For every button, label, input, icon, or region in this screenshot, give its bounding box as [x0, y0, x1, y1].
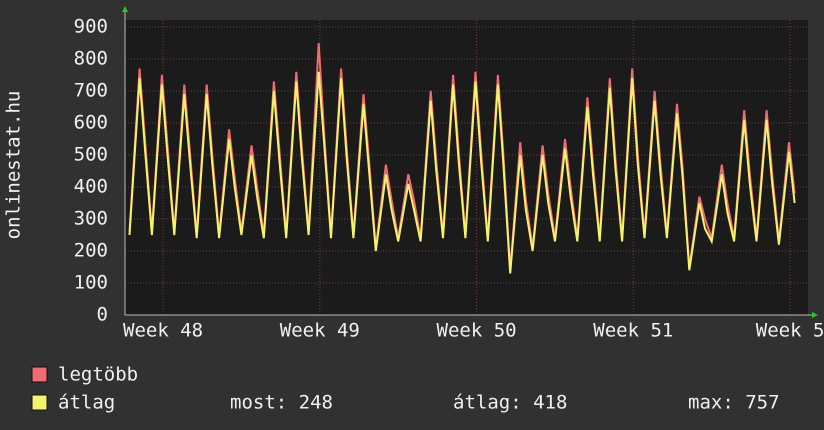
y-tick-label: 400	[74, 176, 108, 198]
lines	[128, 42, 796, 274]
x-tick-label: Week 49	[280, 320, 360, 342]
x-arrow	[812, 312, 818, 318]
series-line	[128, 71, 796, 274]
stat: max: 757	[688, 392, 780, 414]
x-tick-label: Week 48	[123, 320, 203, 342]
y-tick-label: 0	[97, 304, 108, 326]
legend-swatch	[31, 366, 48, 383]
stat: átlag: 418	[453, 392, 567, 414]
y-tick-label: 500	[74, 144, 108, 166]
y-tick-label: 700	[74, 80, 108, 102]
y-tick-label: 300	[74, 208, 108, 230]
legend-swatch	[31, 394, 48, 411]
x-tick-label: Week 51	[593, 320, 673, 342]
legend-label: átlag	[58, 392, 115, 414]
legend: legtöbb átlag most: 248 átlag: 418 max: 757	[31, 364, 780, 414]
stat: most: 248	[230, 392, 333, 414]
legend-label: legtöbb	[58, 364, 138, 386]
x-tick-label: Week 5	[756, 320, 824, 342]
x-tick-label: Week 50	[437, 320, 517, 342]
y-tick-label: 800	[74, 48, 108, 70]
y-tick-label: 600	[74, 112, 108, 134]
y-tick-label: 200	[74, 240, 108, 262]
y-axis-label: onlinestat.hu	[3, 91, 25, 240]
plot-area	[125, 20, 808, 315]
y-tick-label: 900	[74, 16, 108, 38]
y-tick-label: 100	[74, 272, 108, 294]
y-arrow	[122, 6, 128, 12]
